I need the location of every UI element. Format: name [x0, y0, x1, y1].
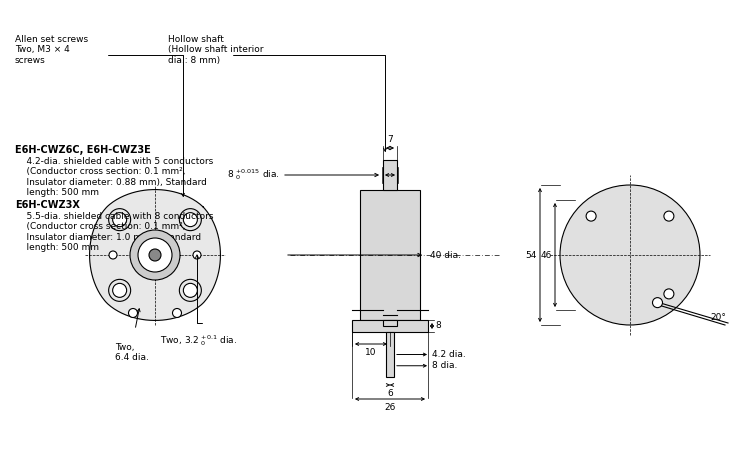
Text: 4.2 dia.: 4.2 dia.: [432, 350, 466, 359]
Text: Hollow shaft
(Hollow shaft interior
dia.: 8 mm): Hollow shaft (Hollow shaft interior dia.…: [168, 35, 263, 65]
Circle shape: [183, 283, 197, 298]
Text: 8 dia.: 8 dia.: [432, 361, 457, 370]
Text: 54: 54: [526, 251, 537, 259]
Circle shape: [664, 211, 674, 221]
Bar: [386, 332, 394, 377]
Circle shape: [664, 289, 674, 299]
Circle shape: [586, 211, 596, 221]
Text: 6: 6: [387, 389, 393, 398]
Circle shape: [183, 212, 197, 227]
Text: 8 $^{+0.015}_{0}$ dia.: 8 $^{+0.015}_{0}$ dia.: [227, 167, 280, 182]
Text: 10: 10: [365, 348, 376, 357]
Circle shape: [128, 308, 137, 318]
Text: E6H-CWZ6C, E6H-CWZ3E: E6H-CWZ6C, E6H-CWZ3E: [15, 145, 151, 155]
Circle shape: [112, 283, 127, 298]
Text: 8: 8: [435, 321, 441, 330]
Circle shape: [652, 298, 662, 308]
Bar: [352, 320, 428, 332]
Circle shape: [560, 185, 700, 325]
Text: 40 dia.: 40 dia.: [430, 251, 461, 259]
Text: 7: 7: [387, 135, 393, 144]
Text: Two,
6.4 dia.: Two, 6.4 dia.: [115, 343, 149, 362]
Text: E6H-CWZ3X: E6H-CWZ3X: [15, 200, 80, 210]
Circle shape: [172, 308, 182, 318]
Circle shape: [149, 249, 161, 261]
Text: Allen set screws
Two, M3 × 4
screws: Allen set screws Two, M3 × 4 screws: [15, 35, 88, 65]
Circle shape: [130, 230, 180, 280]
Circle shape: [138, 238, 172, 272]
Text: 4.2-dia. shielded cable with 5 conductors
    (Conductor cross section: 0.1 mm²,: 4.2-dia. shielded cable with 5 conductor…: [15, 157, 213, 197]
Text: 46: 46: [541, 251, 552, 259]
Circle shape: [112, 212, 127, 227]
Text: 20°: 20°: [710, 313, 726, 321]
Circle shape: [109, 251, 117, 259]
Bar: [360, 190, 420, 320]
Circle shape: [193, 251, 201, 259]
Text: 26: 26: [384, 403, 396, 412]
Bar: [383, 160, 397, 190]
Text: Two, 3.2 $^{+0.1}_{0}$ dia.: Two, 3.2 $^{+0.1}_{0}$ dia.: [160, 333, 237, 348]
Text: 5.5-dia. shielded cable with 8 conductors
    (Conductor cross section: 0.1 mm²,: 5.5-dia. shielded cable with 8 conductor…: [15, 212, 214, 252]
Bar: [383, 320, 397, 326]
Polygon shape: [89, 189, 220, 321]
